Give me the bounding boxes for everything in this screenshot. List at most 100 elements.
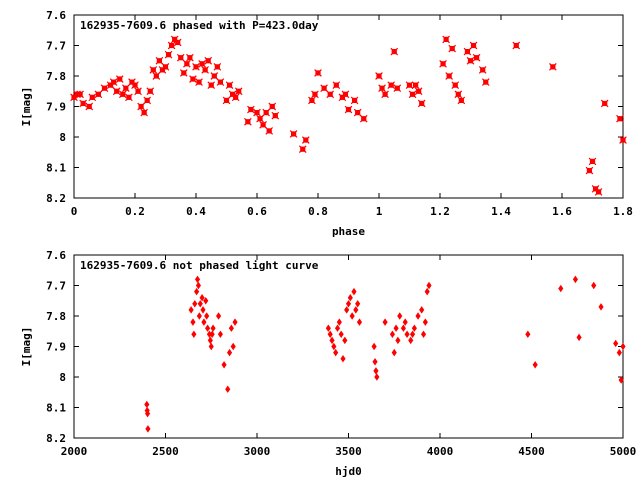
data-point xyxy=(198,59,206,68)
unphased-plot-frame xyxy=(73,254,624,439)
data-point xyxy=(355,300,361,308)
unphased-x-axis-title: hjd0 xyxy=(335,465,362,478)
data-point xyxy=(576,333,582,342)
y-tick-label: 8 xyxy=(59,131,66,144)
y-tick-label: 8.1 xyxy=(46,402,66,415)
data-point xyxy=(454,90,463,99)
data-point xyxy=(613,339,619,348)
data-point xyxy=(387,81,396,89)
data-point xyxy=(137,102,145,111)
phased-plot-frame xyxy=(73,14,624,199)
data-point xyxy=(256,114,264,123)
data-point xyxy=(451,81,460,89)
data-point xyxy=(320,84,328,93)
data-point xyxy=(400,324,406,332)
data-point xyxy=(375,72,383,80)
data-point xyxy=(347,293,353,302)
data-point xyxy=(402,318,408,326)
y-tick-label: 7.9 xyxy=(46,341,66,354)
data-point xyxy=(594,188,603,196)
data-point xyxy=(600,99,609,108)
x-tick-label: 1.4 xyxy=(491,205,511,218)
phased-chart-title: 162935-7609.6 phased with P=423.0day xyxy=(80,19,319,32)
data-point xyxy=(411,81,420,89)
data-point xyxy=(221,361,227,369)
data-point xyxy=(131,81,139,89)
data-point xyxy=(201,318,207,326)
data-point xyxy=(109,78,118,86)
data-point xyxy=(382,318,388,326)
data-point xyxy=(619,136,627,144)
data-point xyxy=(351,287,357,296)
data-point xyxy=(417,99,426,108)
data-point xyxy=(231,93,240,102)
data-point xyxy=(199,293,205,302)
y-tick-label: 7.7 xyxy=(46,280,66,293)
data-point xyxy=(448,44,457,53)
data-point xyxy=(404,330,410,339)
data-point xyxy=(372,358,378,366)
data-point xyxy=(588,157,597,166)
data-point xyxy=(331,342,337,351)
data-point xyxy=(308,96,316,105)
data-point xyxy=(373,367,379,375)
data-point xyxy=(152,72,161,80)
data-point xyxy=(210,324,216,332)
data-point xyxy=(326,90,335,99)
data-point xyxy=(115,75,124,83)
data-point xyxy=(342,336,348,345)
data-point xyxy=(353,306,359,314)
data-point xyxy=(397,312,403,320)
data-point xyxy=(167,41,176,50)
data-point xyxy=(228,324,234,332)
phased-light-curve-panel: 0 0.2 0.4 0.6 0.8 1 1.2 1.4 1.6 1.8 7.6 7.7 7.8 7.9 8 8… xyxy=(20,9,633,238)
data-point xyxy=(405,81,414,89)
data-point xyxy=(336,318,342,326)
data-point xyxy=(549,63,557,71)
data-point xyxy=(268,102,277,111)
data-point xyxy=(338,330,344,339)
data-point xyxy=(424,287,430,296)
data-point xyxy=(390,47,399,56)
data-point xyxy=(419,306,425,314)
data-point xyxy=(88,93,97,102)
data-point xyxy=(234,87,243,96)
x-tick-label: 1.6 xyxy=(552,205,572,218)
data-point xyxy=(183,59,191,68)
unphased-chart-title: 162935-7609.6 not phased light curve xyxy=(80,259,319,272)
data-point xyxy=(512,41,521,50)
data-point xyxy=(371,342,377,351)
data-point xyxy=(325,324,331,332)
data-point xyxy=(79,99,87,108)
data-point xyxy=(196,312,202,320)
data-point xyxy=(532,361,538,369)
data-point xyxy=(188,306,194,314)
data-point xyxy=(466,56,475,65)
data-point xyxy=(472,53,481,62)
data-point xyxy=(179,69,188,77)
data-point xyxy=(209,330,215,339)
data-point xyxy=(94,90,103,99)
x-tick-label: 0.4 xyxy=(186,205,206,218)
data-point xyxy=(200,306,206,314)
data-point xyxy=(620,342,626,351)
x-tick-label: 3500 xyxy=(335,445,362,458)
data-point xyxy=(265,127,274,135)
x-tick-label: 4000 xyxy=(427,445,454,458)
phased-y-axis-title: I[mag] xyxy=(20,87,33,127)
data-point xyxy=(262,108,270,117)
data-point xyxy=(247,105,255,114)
data-point xyxy=(393,324,399,332)
data-point xyxy=(572,275,578,284)
data-point xyxy=(616,348,622,357)
data-point xyxy=(176,53,185,62)
data-point xyxy=(344,306,350,314)
data-point xyxy=(122,84,130,93)
x-tick-label: 1 xyxy=(376,205,383,218)
data-point xyxy=(85,102,94,111)
y-tick-label: 8.2 xyxy=(46,432,66,445)
data-point xyxy=(164,50,173,59)
data-point xyxy=(201,66,209,74)
data-point xyxy=(112,87,121,96)
data-point xyxy=(143,96,152,105)
